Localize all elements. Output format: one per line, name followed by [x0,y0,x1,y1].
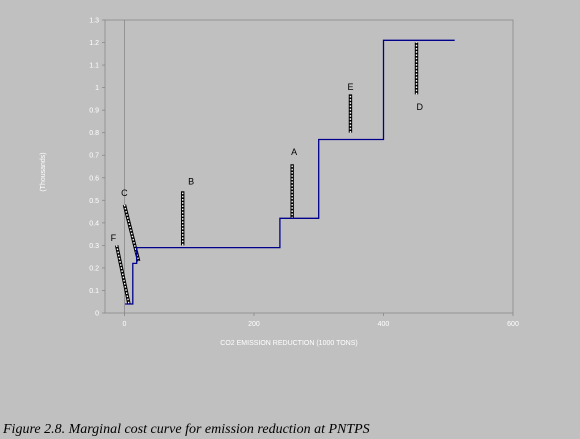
y-tick-label: 0.9 [89,108,99,115]
annotation-e-label: E [347,82,353,92]
y-axis-title: (Thousands) [40,152,47,191]
y-axis-ticks: 0 0.1 0.2 0.3 0.4 0.5 0.6 0.7 0.8 0.9 1 1.1 1.2 1.3 [89,18,105,318]
x-tick-label: 200 [248,321,260,328]
y-tick-label: 0.8 [89,130,99,137]
plot-frame [104,19,514,314]
y-tick-label: 1 [95,85,99,92]
annotation-layer: A B C D E F [111,42,423,305]
y-tick-label: 0.3 [89,243,99,250]
x-tick-label: 600 [507,321,519,328]
x-tick-label: 400 [378,321,390,328]
y-tick-label: 0.4 [89,220,99,227]
x-tick-label: 0 [122,321,126,328]
figure-caption: Figure 2.8. Marginal cost curve for emis… [3,422,370,437]
y-tick-label: 0.7 [89,153,99,160]
annotation-f-bar-dash [115,245,130,305]
y-tick-label: 0.5 [89,198,99,205]
y-tick-label: 0.6 [89,175,99,182]
marginal-cost-chart: 0 0.1 0.2 0.3 0.4 0.5 0.6 0.7 0.8 0.9 1 1.1 1.2 1.3 0… [40,18,519,348]
annotation-a-label: A [291,147,297,157]
annotation-b-label: B [188,177,194,187]
series-layer [125,39,455,305]
x-axis-title: CO2 EMISSION REDUCTION (1000 TONS) [220,340,357,347]
y-tick-label: 1.2 [89,40,99,47]
y-tick-label: 0.1 [89,288,99,295]
y-tick-label: 0 [95,311,99,318]
marginal-cost-step-line [125,39,455,305]
y-tick-label: 0.2 [89,265,99,272]
x-axis-ticks: 0 200 400 600 [122,313,519,328]
annotation-c-label: C [121,188,128,198]
y-tick-label: 1.1 [89,63,99,70]
annotation-d-label: D [416,102,423,112]
annotation-f-label: F [111,233,117,243]
y-tick-label: 1.3 [89,18,99,25]
